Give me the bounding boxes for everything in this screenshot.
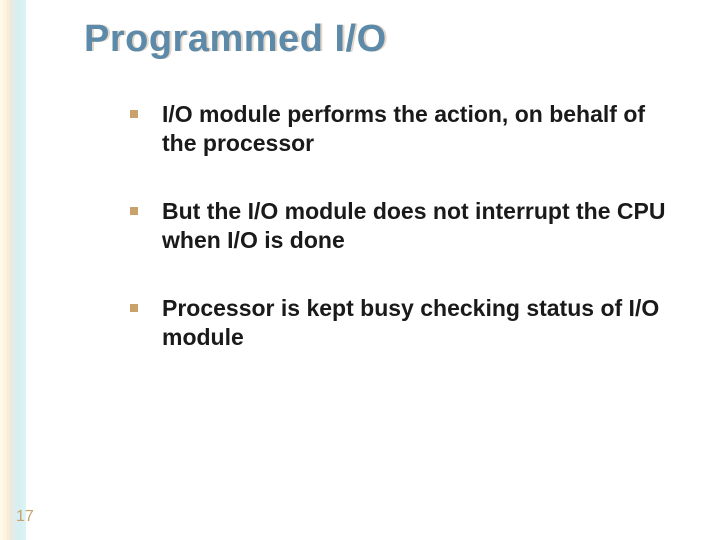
list-item: Processor is kept busy checking status o… <box>130 294 670 353</box>
gradient-bar <box>23 0 26 540</box>
bullet-text: But the I/O module does not interrupt th… <box>162 197 670 256</box>
bullet-icon <box>130 207 138 215</box>
bullet-text: Processor is kept busy checking status o… <box>162 294 670 353</box>
bullet-text: I/O module performs the action, on behal… <box>162 100 670 159</box>
left-gradient-bars <box>0 0 26 540</box>
bullet-icon <box>130 110 138 118</box>
body-content: I/O module performs the action, on behal… <box>130 100 670 391</box>
list-item: But the I/O module does not interrupt th… <box>130 197 670 256</box>
page-number: 17 <box>16 508 34 526</box>
page-title: Programmed I/O <box>84 18 387 61</box>
slide: Programmed I/O I/O module performs the a… <box>0 0 720 540</box>
list-item: I/O module performs the action, on behal… <box>130 100 670 159</box>
bullet-icon <box>130 304 138 312</box>
